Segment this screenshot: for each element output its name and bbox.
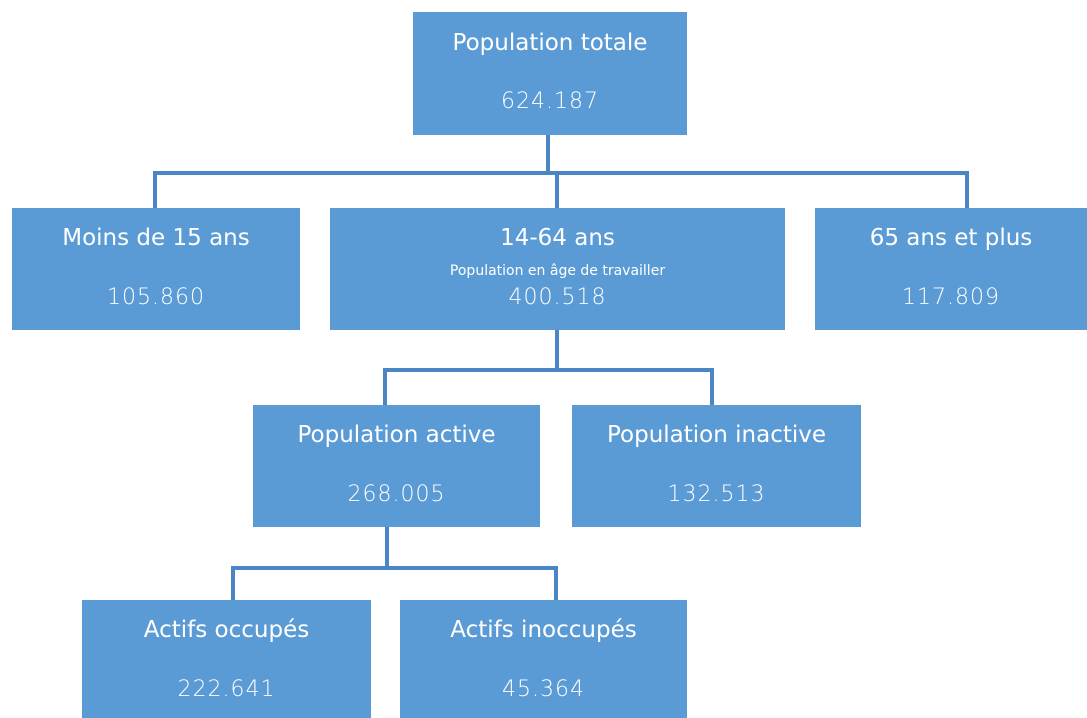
- node-label: Population inactive: [606, 422, 827, 448]
- node: Population totale 624.187: [413, 12, 687, 135]
- connector: [383, 368, 714, 405]
- node-value: 117.809: [902, 285, 1000, 310]
- node-label: Actifs inoccupés: [450, 617, 637, 643]
- node-label: 14-64 ans: [500, 225, 615, 251]
- node: 14-64 ans Population en âge de travaille…: [330, 208, 785, 330]
- node-value: 45.364: [502, 677, 585, 702]
- node-value: 105.860: [107, 285, 205, 310]
- node: Actifs occupés 222.641: [82, 600, 371, 718]
- node: Population inactive 132.513: [572, 405, 861, 527]
- node-value: 400.518: [508, 285, 607, 310]
- node: Moins de 15 ans 105.860: [12, 208, 300, 330]
- node-sublabel: Population en âge de travailler: [449, 263, 666, 279]
- node-value: 624.187: [501, 89, 599, 114]
- node-value: 268.005: [347, 482, 446, 507]
- node-label: Population active: [297, 422, 496, 448]
- connector: [231, 566, 558, 600]
- node: Actifs inoccupés 45.364: [400, 600, 687, 718]
- node-label: Moins de 15 ans: [62, 225, 250, 251]
- node-value: 222.641: [177, 677, 276, 702]
- node: 65 ans et plus 117.809: [815, 208, 1087, 330]
- node-label: Actifs occupés: [143, 617, 310, 643]
- node: Population active 268.005: [253, 405, 540, 527]
- connector: [153, 171, 969, 208]
- node-value: 132.513: [667, 482, 766, 507]
- node-label: Population totale: [452, 30, 648, 56]
- node-label: 65 ans et plus: [869, 225, 1033, 251]
